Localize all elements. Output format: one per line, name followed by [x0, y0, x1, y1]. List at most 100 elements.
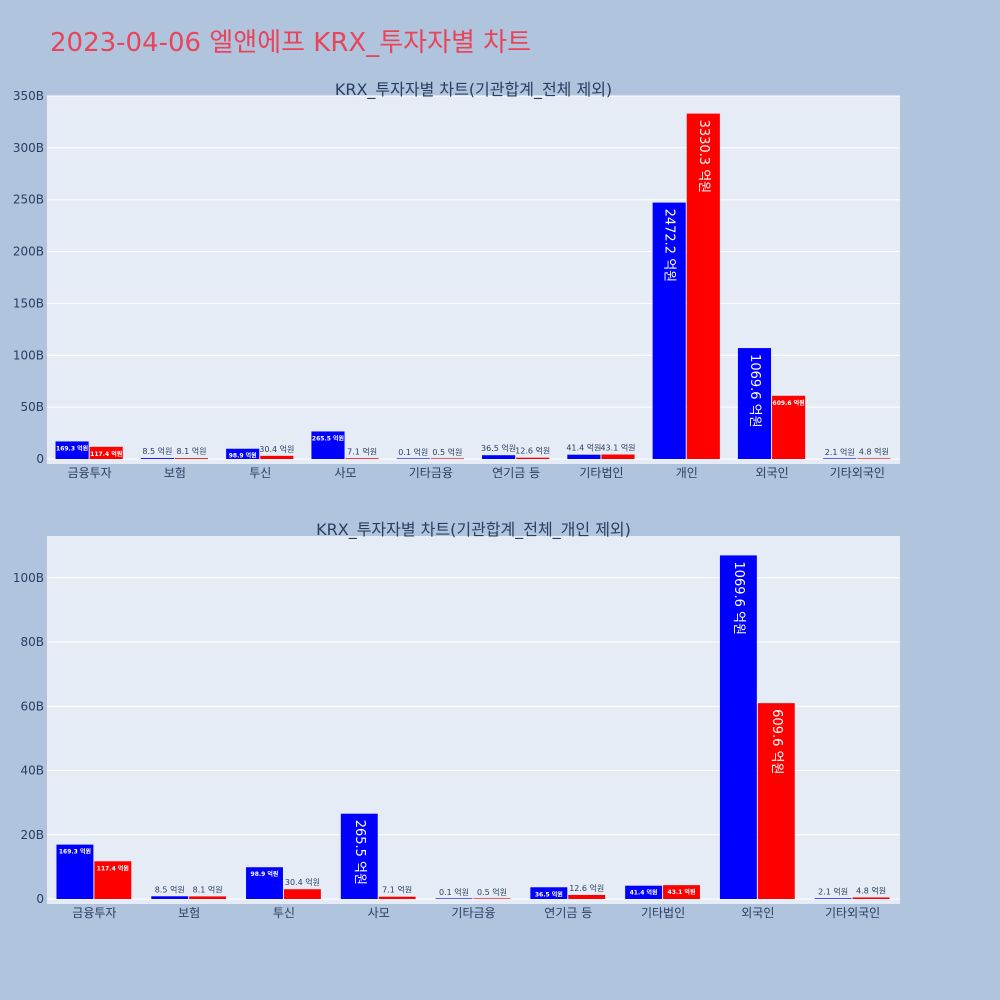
bar [378, 896, 416, 899]
y-tick-label: 50B [20, 400, 44, 414]
data-label: 36.5 억원 [535, 890, 563, 898]
x-tick-label: 개인 [676, 466, 698, 480]
data-label: 3330.3 억원 [696, 120, 711, 194]
x-tick-label: 투신 [249, 466, 271, 480]
bar [226, 448, 260, 459]
data-label: 1069.6 억원 [731, 561, 746, 635]
x-tick-label: 금융투자 [68, 466, 112, 480]
bar [311, 431, 345, 459]
x-tick-label: 기타법인 [641, 906, 685, 920]
bar [482, 455, 516, 459]
x-tick-label: 기타금융 [409, 466, 453, 480]
data-label: 2472.2 억원 [662, 209, 677, 283]
chart-title: KRX_투자자별 차트(기관합계_전체_개인 제외) [316, 520, 631, 540]
y-tick-label: 40B [20, 764, 44, 778]
data-label: 41.4 억원 [566, 443, 601, 453]
x-tick-label: 기타법인 [579, 466, 623, 480]
bar [857, 458, 891, 459]
data-label: 8.5 억원 [155, 884, 185, 894]
bar [189, 896, 227, 899]
data-label: 0.5 억원 [477, 887, 507, 897]
data-label: 169.3 억원 [56, 444, 88, 452]
x-tick-label: 사모 [335, 466, 357, 480]
data-label: 169.3 억원 [59, 848, 91, 856]
y-tick-label: 250B [13, 193, 44, 207]
x-tick-label: 외국인 [755, 466, 788, 480]
data-label: 0.5 억원 [432, 447, 462, 457]
data-label: 36.5 억원 [481, 443, 516, 453]
data-label: 4.8 억원 [859, 447, 889, 457]
data-label: 609.6 억원 [769, 709, 784, 774]
bar [140, 458, 174, 459]
bar [719, 555, 757, 899]
bar [94, 861, 132, 899]
y-tick-label: 100B [13, 571, 44, 585]
chart-bottom: 0 20B 40B 60B 80B 100B KRX_투자자별 차트(기관합계_전체_개인 … [13, 520, 900, 920]
y-tick-label: 20B [20, 828, 44, 842]
data-label: 7.1 억원 [382, 885, 412, 895]
x-tick-label: 외국인 [741, 906, 774, 920]
chart-title: KRX_투자자별 차트(기관합계_전체 제외) [335, 80, 612, 100]
y-tick-label: 0 [36, 452, 44, 466]
bar [567, 454, 601, 459]
x-tick-label: 보험 [178, 906, 200, 920]
data-label: 609.6 억원 [773, 399, 805, 407]
data-label: 1069.6 억원 [747, 354, 762, 428]
y-tick-label: 80B [20, 635, 44, 649]
data-label: 30.4 억원 [259, 444, 294, 454]
data-label: 0.1 억원 [398, 447, 428, 457]
bar [56, 844, 94, 899]
bar [568, 894, 606, 899]
data-label: 12.6 억원 [515, 446, 550, 456]
data-label: 265.5 억원 [312, 434, 344, 442]
bar [530, 887, 568, 899]
y-tick-label: 200B [13, 245, 44, 259]
bar [663, 885, 700, 899]
data-label: 117.4 억원 [90, 450, 122, 458]
data-label: 2.1 억원 [825, 447, 855, 457]
x-tick-label: 사모 [368, 906, 390, 920]
data-label: 41.4 억원 [630, 889, 658, 897]
bar [89, 446, 123, 459]
data-label: 43.1 억원 [600, 443, 635, 453]
bar [473, 898, 511, 899]
data-label: 117.4 억원 [97, 864, 129, 872]
bar [174, 458, 209, 459]
bar [852, 897, 890, 899]
bar [345, 458, 379, 459]
x-tick-label: 금융투자 [72, 906, 116, 920]
bar [430, 458, 464, 459]
bar [340, 813, 378, 899]
x-tick-label: 연기금 등 [492, 466, 540, 480]
bar [55, 441, 89, 459]
page-title: 2023-04-06 엘앤에프 KRX_투자자별 차트 [50, 28, 532, 58]
bar [435, 898, 473, 899]
y-tick-label: 350B [13, 89, 44, 103]
bar [625, 885, 663, 899]
y-tick-label: 0 [36, 892, 44, 906]
y-tick-label: 150B [13, 296, 44, 310]
bar [823, 458, 857, 459]
data-label: 0.1 억원 [439, 887, 469, 897]
x-tick-label: 기타외국인 [830, 466, 885, 480]
bar [151, 896, 189, 899]
bar [246, 867, 283, 899]
y-tick-label: 100B [13, 348, 44, 362]
x-tick-label: 보험 [164, 466, 186, 480]
data-label: 30.4 억원 [285, 877, 320, 887]
bar [772, 395, 806, 459]
bar [757, 703, 795, 899]
x-tick-label: 기타금융 [451, 906, 495, 920]
data-label: 43.1 억원 [668, 888, 696, 896]
data-label: 12.6 억원 [569, 883, 604, 893]
bar [652, 202, 686, 460]
data-label: 265.5 억원 [352, 820, 367, 885]
y-tick-label: 60B [20, 699, 44, 713]
bar [601, 454, 635, 459]
x-tick-label: 투신 [273, 906, 295, 920]
data-label: 2.1 억원 [818, 886, 848, 896]
data-label: 4.8 억원 [856, 885, 886, 895]
y-tick-label: 300B [13, 141, 44, 155]
bar [396, 458, 430, 459]
data-label: 98.9 억원 [229, 452, 257, 460]
